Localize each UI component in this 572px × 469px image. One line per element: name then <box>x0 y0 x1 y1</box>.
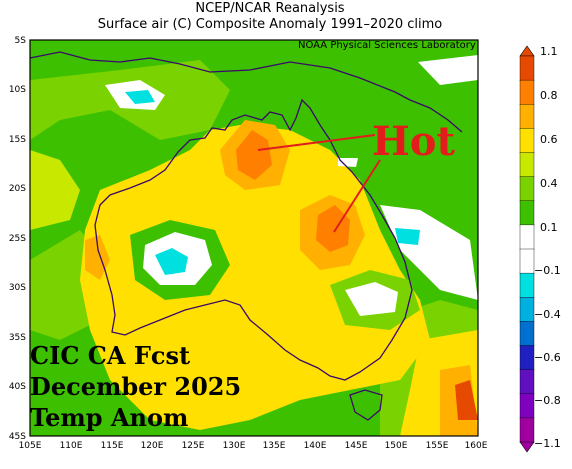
plot-frame <box>29 39 479 437</box>
lat-label: 25S <box>9 234 26 244</box>
lon-labels: 105E 110E 115E 120E 125E 130E 135E 140E … <box>19 441 488 451</box>
colorbar-segment <box>519 272 535 298</box>
colorbar-segment <box>519 369 535 395</box>
colorbar-segment <box>519 393 535 419</box>
lon-label: 125E <box>182 441 205 451</box>
colorbar-label: −0.6 <box>534 351 561 364</box>
lat-label: 30S <box>9 283 26 293</box>
colorbar-label: 1.1 <box>540 45 558 58</box>
lat-labels: 5S 10S 15S 20S 25S 30S 35S 40S 45S <box>9 36 26 442</box>
colorbar-label: −0.4 <box>534 308 561 321</box>
colorbar-segment <box>519 224 535 250</box>
colorbar-labels: 1.1 0.8 0.6 0.4 0.1 −0.1 −0.4 −0.6 −0.8 … <box>534 45 561 450</box>
colorbar-segment <box>519 79 535 105</box>
lon-label: 140E <box>304 441 327 451</box>
lat-label: 15S <box>9 135 26 145</box>
colorbar-label: 0.4 <box>540 177 558 190</box>
lat-label: 5S <box>15 36 27 46</box>
colorbar-label: −0.8 <box>534 394 561 407</box>
lon-label: 110E <box>60 441 83 451</box>
lon-label: 130E <box>223 441 246 451</box>
lon-label: 150E <box>385 441 408 451</box>
lat-label: 35S <box>9 333 26 343</box>
lat-label: 10S <box>9 85 26 95</box>
colorbar-segment <box>519 321 535 347</box>
colorbar-segment <box>519 297 535 323</box>
map-title: NCEP/NCAR Reanalysis <box>195 1 345 16</box>
colorbar-segment <box>519 417 535 443</box>
credit-label: NOAA Physical Sciences Laboratory <box>298 40 476 51</box>
lon-label: 155E <box>426 441 449 451</box>
hot-arrows <box>257 134 381 233</box>
lat-label: 20S <box>9 184 26 194</box>
anomaly-field <box>30 40 478 436</box>
colorbar-segment <box>519 55 535 81</box>
colorbar-segment <box>519 248 535 274</box>
forecast-line: December 2025 <box>30 372 242 401</box>
lon-label: 160E <box>465 441 488 451</box>
colorbar-segment <box>519 152 535 178</box>
lat-label: 40S <box>9 382 26 392</box>
lon-label: 115E <box>101 441 124 451</box>
colorbar-label: −1.1 <box>534 437 561 450</box>
lon-label: 120E <box>141 441 164 451</box>
colorbar-segment <box>519 176 535 202</box>
forecast-line: CIC CA Fcst <box>30 341 191 370</box>
hot-annotation: Hot <box>372 118 455 165</box>
colorbar-label: −0.1 <box>534 264 561 277</box>
lat-label: 45S <box>9 432 26 442</box>
coastline <box>29 51 463 421</box>
colorbar-segment <box>519 128 535 154</box>
forecast-line: Temp Anom <box>30 403 189 432</box>
colorbar-label: 0.8 <box>540 89 558 102</box>
colorbar-bottom-arrow <box>519 441 535 453</box>
lon-label: 135E <box>263 441 286 451</box>
colorbar-label: 0.6 <box>540 133 558 146</box>
colorbar-label: 0.1 <box>540 221 558 234</box>
colorbar-segment <box>519 104 535 130</box>
lon-label: 105E <box>19 441 42 451</box>
map-subtitle: Surface air (C) Composite Anomaly 1991–2… <box>97 17 443 32</box>
colorbar <box>519 45 535 453</box>
colorbar-top-arrow <box>519 45 535 57</box>
colorbar-segment <box>519 200 535 226</box>
lon-label: 145E <box>345 441 368 451</box>
colorbar-segment <box>519 345 535 371</box>
